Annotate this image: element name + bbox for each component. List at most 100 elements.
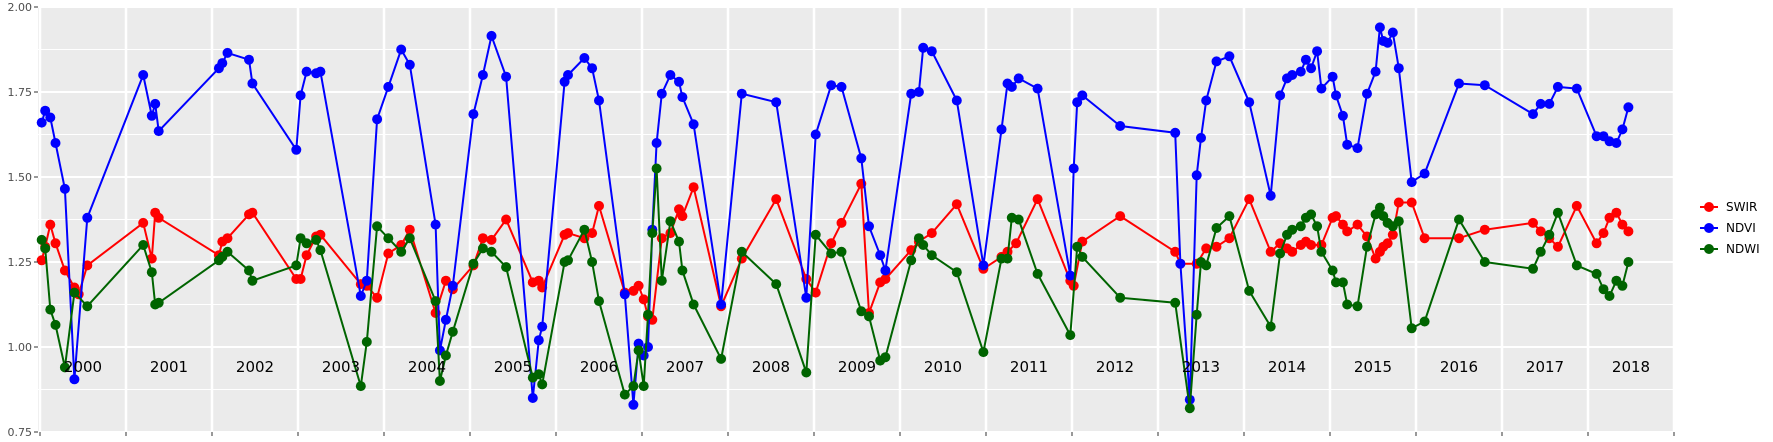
data-point-ndvi	[1591, 131, 1602, 142]
data-point-swir	[1623, 226, 1634, 237]
data-point-ndvi	[222, 47, 233, 58]
data-point-swir	[1387, 229, 1398, 240]
data-point-ndwi	[1571, 260, 1582, 271]
year-label: 2014	[1268, 358, 1306, 376]
data-point-swir	[836, 217, 847, 228]
data-point-ndvi	[1370, 66, 1381, 77]
data-point-ndwi	[396, 246, 407, 257]
data-point-swir	[50, 238, 61, 249]
data-point-ndwi	[1077, 251, 1088, 262]
data-point-ndwi	[430, 296, 441, 307]
data-point-ndvi	[643, 342, 653, 352]
data-point-ndvi	[1244, 97, 1255, 108]
data-point-ndvi	[651, 138, 662, 148]
data-point-ndwi	[856, 306, 867, 317]
data-point-ndwi	[40, 243, 51, 254]
data-point-ndwi	[222, 246, 233, 257]
data-point-ndvi	[1175, 258, 1186, 269]
data-point-swir	[1419, 233, 1430, 244]
data-point-swir	[45, 219, 56, 230]
data-point-ndwi	[1528, 263, 1538, 274]
data-point-ndwi	[82, 301, 93, 312]
data-point-ndwi	[247, 275, 258, 286]
data-point-ndwi	[864, 311, 874, 322]
data-point-ndvi	[50, 138, 61, 148]
data-point-ndvi	[1352, 143, 1363, 154]
data-point-ndwi	[643, 309, 653, 320]
data-point-ndvi	[771, 97, 782, 108]
data-point-swir	[295, 274, 306, 284]
data-point-ndvi	[913, 87, 924, 97]
data-point-swir	[1170, 246, 1181, 257]
data-point-swir	[587, 228, 598, 239]
data-point-swir	[1211, 241, 1222, 252]
data-point-ndvi	[906, 88, 917, 99]
data-point-ndwi	[677, 265, 688, 276]
data-point-swir	[1528, 217, 1538, 228]
data-point-ndvi	[1362, 88, 1372, 99]
data-point-ndvi	[1077, 90, 1088, 101]
data-point-swir	[1342, 226, 1353, 237]
data-point-ndvi	[1201, 95, 1212, 106]
data-point-ndwi	[1275, 248, 1286, 259]
data-point-ndwi	[69, 287, 80, 298]
legend-key-point	[1704, 223, 1714, 233]
data-point-ndvi	[1211, 56, 1222, 67]
data-point-ndvi	[918, 42, 929, 53]
data-point-ndwi	[594, 296, 604, 307]
data-point-ndwi	[404, 233, 415, 244]
data-point-swir	[810, 287, 821, 298]
data-point-ndwi	[736, 246, 747, 257]
data-point-ndvi	[486, 30, 497, 41]
data-point-ndwi	[1224, 211, 1235, 222]
data-point-ndvi	[150, 98, 161, 109]
data-point-ndvi	[810, 129, 821, 140]
data-point-ndvi	[1571, 83, 1582, 94]
data-point-swir	[372, 292, 383, 303]
legend-label: NDWI	[1726, 242, 1760, 256]
data-point-ndwi	[826, 248, 837, 259]
data-point-ndvi	[826, 80, 837, 91]
data-point-ndvi	[1065, 270, 1076, 281]
data-point-ndwi	[355, 381, 366, 392]
data-point-ndvi	[1454, 78, 1464, 89]
data-point-ndvi	[82, 212, 93, 223]
data-point-ndwi	[1115, 292, 1126, 303]
data-point-ndvi	[146, 110, 157, 121]
data-point-ndvi	[1544, 98, 1555, 109]
legend-item-ndwi: NDWI	[1700, 242, 1760, 256]
data-point-ndvi	[996, 124, 1007, 135]
year-label: 2005	[494, 358, 532, 376]
data-point-ndvi	[951, 95, 962, 106]
data-point-ndvi	[396, 44, 407, 55]
data-point-swir	[1611, 207, 1622, 218]
year-label: 2009	[838, 358, 876, 376]
data-point-ndvi	[864, 221, 874, 232]
data-point-ndwi	[1352, 301, 1363, 312]
data-point-ndwi	[477, 243, 488, 254]
data-point-swir	[301, 250, 312, 261]
data-point-ndvi	[1306, 63, 1317, 74]
year-label: 2011	[1010, 358, 1048, 376]
x-axis-ticks	[39, 432, 1675, 436]
data-point-ndwi	[1591, 268, 1602, 279]
data-point-swir	[1406, 197, 1417, 208]
data-point-ndvi	[477, 70, 488, 80]
data-point-ndvi	[1068, 163, 1079, 174]
data-point-ndvi	[1535, 98, 1546, 109]
data-point-ndvi	[836, 81, 847, 92]
data-point-ndvi	[628, 399, 639, 410]
data-point-ndwi	[301, 238, 312, 249]
data-point-ndwi	[1419, 316, 1430, 327]
year-label: 2016	[1440, 358, 1478, 376]
data-point-ndwi	[1479, 257, 1490, 267]
data-point-ndwi	[1306, 209, 1317, 220]
legend-item-ndvi: NDVI	[1700, 221, 1756, 235]
data-point-ndvi	[291, 144, 302, 155]
data-point-ndwi	[1316, 246, 1327, 257]
data-point-swir	[1382, 238, 1393, 249]
data-point-ndvi	[1316, 83, 1327, 94]
y-tick-label: 1.50	[8, 171, 33, 184]
data-point-swir	[656, 233, 667, 244]
year-label: 2012	[1096, 358, 1134, 376]
